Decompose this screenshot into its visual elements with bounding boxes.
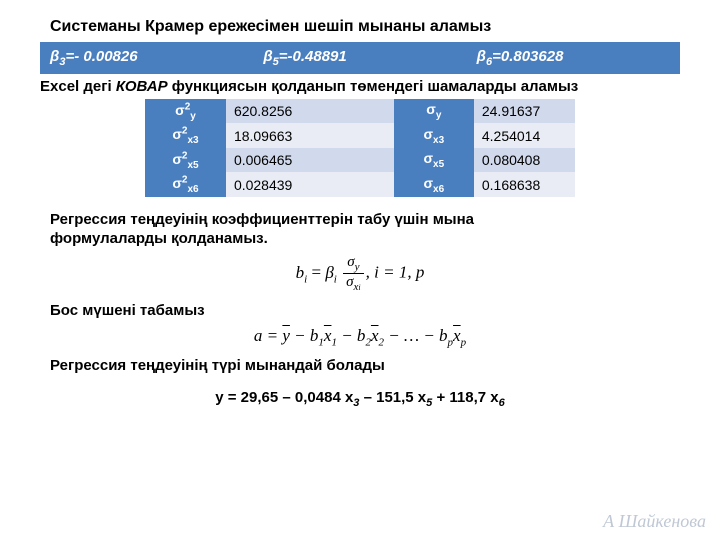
heading-covar: Excel дегі КОВАР функциясын қолданып төм… xyxy=(40,78,680,95)
beta5-val: =-0.48891 xyxy=(279,48,347,65)
fe-s3: 6 xyxy=(499,397,505,409)
beta3-symbol: β xyxy=(50,48,59,65)
sigma-value: 0.080408 xyxy=(474,148,575,172)
sigma2-label: σ2x3 xyxy=(145,123,226,147)
sigma2-label: σ2x6 xyxy=(145,172,226,196)
final-equation: у = 29,65 – 0,0484 х3 – 151,5 х5 + 118,7… xyxy=(40,389,680,409)
sigma2-value: 0.006465 xyxy=(226,148,327,172)
signature: А Шайкенова xyxy=(603,511,706,532)
section-free: Бос мүшені табамыз xyxy=(50,302,680,321)
slide: Системаны Крамер ережесімен шешіп мынаны… xyxy=(0,0,720,540)
t2-rest: функциясын қолданып төмендегі шамаларды … xyxy=(168,78,579,95)
fe-pre: у = 29,65 – 0,0484 х xyxy=(215,389,353,406)
beta6-symbol: β xyxy=(477,48,486,65)
heading-cramer: Системаны Крамер ережесімен шешіп мынаны… xyxy=(50,18,680,36)
fe-m1: – 151,5 х xyxy=(359,389,426,406)
section-final: Регрессия теңдеуінің түрі мынандай болад… xyxy=(50,357,680,376)
sigma-value: 24.91637 xyxy=(474,99,575,123)
sigma-label: σx5 xyxy=(394,148,474,172)
sigma-value: 0.168638 xyxy=(474,172,575,196)
fe-m2: + 118,7 х xyxy=(432,389,498,406)
section-coeff: Регрессия теңдеуінің коэффициенттерін та… xyxy=(50,211,680,249)
formula-bi: bi = βi σy σxi , i = 1, p xyxy=(40,254,680,293)
beta3-cell: β3=- 0.00826 xyxy=(40,42,253,74)
sigma2-value: 620.8256 xyxy=(226,99,327,123)
sigma2-value: 18.09663 xyxy=(226,123,327,147)
beta3-val: =- 0.00826 xyxy=(65,48,137,65)
gap-cell xyxy=(327,99,394,123)
sigma-label: σx6 xyxy=(394,172,474,196)
sigma2-label: σ2y xyxy=(145,99,226,123)
sigma-label: σy xyxy=(394,99,474,123)
sigma2-value: 0.028439 xyxy=(226,172,327,196)
gap-cell xyxy=(327,148,394,172)
sigma2-label: σ2x5 xyxy=(145,148,226,172)
covar-word: КОВАР xyxy=(116,78,168,95)
sec1-l1: Регрессия теңдеуінің коэффициенттерін та… xyxy=(50,211,474,228)
sigma-label: σx3 xyxy=(394,123,474,147)
variance-table: σ2y620.8256 σy24.91637 σ2x318.09663 σx34.25… xyxy=(145,99,575,197)
formula-a: a = y − b1x1 − b2x2 − … − bpxp xyxy=(40,326,680,348)
excel-word: Excel xyxy=(40,78,79,95)
t2-mid: дегі xyxy=(79,78,116,95)
beta-table: β3=- 0.00826 β5=-0.48891 β6=0.803628 xyxy=(40,42,680,74)
sigma-value: 4.254014 xyxy=(474,123,575,147)
beta6-val: =0.803628 xyxy=(492,48,563,65)
gap-cell xyxy=(327,123,394,147)
beta5-symbol: β xyxy=(263,48,272,65)
beta6-cell: β6=0.803628 xyxy=(467,42,680,74)
sec1-l2: формулаларды қолданамыз. xyxy=(50,230,268,247)
formula1-trail: , i = 1, p xyxy=(366,263,425,282)
gap-cell xyxy=(327,172,394,196)
beta5-cell: β5=-0.48891 xyxy=(253,42,466,74)
